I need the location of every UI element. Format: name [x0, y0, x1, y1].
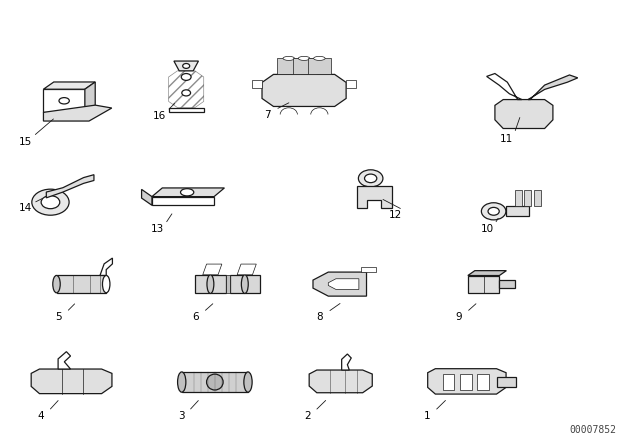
Polygon shape	[328, 279, 359, 289]
Text: 5: 5	[56, 313, 62, 323]
Polygon shape	[356, 186, 392, 208]
Polygon shape	[195, 275, 226, 293]
Polygon shape	[486, 73, 522, 99]
Polygon shape	[477, 374, 489, 390]
Polygon shape	[203, 264, 222, 275]
Polygon shape	[252, 80, 262, 88]
Polygon shape	[230, 275, 260, 293]
Polygon shape	[468, 276, 499, 293]
Polygon shape	[31, 369, 112, 394]
Polygon shape	[262, 74, 346, 107]
Ellipse shape	[207, 275, 214, 293]
Polygon shape	[499, 280, 515, 288]
Polygon shape	[468, 271, 506, 276]
Polygon shape	[361, 267, 376, 272]
Ellipse shape	[488, 207, 499, 215]
Text: 3: 3	[178, 411, 184, 421]
Polygon shape	[313, 272, 367, 296]
Ellipse shape	[283, 56, 294, 60]
Polygon shape	[506, 207, 529, 216]
Polygon shape	[174, 61, 198, 71]
Polygon shape	[44, 82, 95, 89]
Polygon shape	[44, 89, 85, 112]
Ellipse shape	[298, 56, 310, 60]
Ellipse shape	[59, 98, 69, 104]
Ellipse shape	[358, 170, 383, 187]
Polygon shape	[58, 352, 70, 369]
Polygon shape	[534, 190, 541, 207]
Polygon shape	[237, 264, 256, 275]
Ellipse shape	[32, 189, 69, 215]
Text: 00007852: 00007852	[570, 426, 616, 435]
Ellipse shape	[102, 276, 110, 293]
Polygon shape	[182, 372, 248, 392]
Text: 7: 7	[264, 110, 271, 120]
Polygon shape	[46, 175, 94, 198]
Polygon shape	[44, 105, 112, 121]
Text: 10: 10	[481, 224, 493, 234]
Ellipse shape	[244, 372, 252, 392]
Polygon shape	[342, 354, 351, 370]
Polygon shape	[443, 374, 454, 390]
Polygon shape	[100, 258, 113, 276]
Polygon shape	[525, 190, 531, 207]
Ellipse shape	[241, 275, 248, 293]
Text: 4: 4	[38, 411, 44, 421]
Ellipse shape	[41, 196, 60, 209]
Polygon shape	[528, 75, 578, 99]
Text: 2: 2	[304, 411, 310, 421]
Polygon shape	[460, 374, 472, 390]
Ellipse shape	[314, 56, 325, 60]
Polygon shape	[428, 369, 506, 394]
Ellipse shape	[481, 203, 506, 220]
Polygon shape	[308, 58, 331, 74]
Polygon shape	[515, 190, 522, 207]
Text: 14: 14	[19, 203, 32, 213]
Ellipse shape	[365, 174, 377, 183]
Text: 13: 13	[151, 224, 164, 234]
Polygon shape	[169, 108, 204, 112]
Polygon shape	[56, 276, 106, 293]
Text: 9: 9	[456, 313, 462, 323]
Polygon shape	[85, 82, 95, 112]
Polygon shape	[497, 377, 516, 388]
Text: 1: 1	[424, 411, 430, 421]
Ellipse shape	[182, 90, 191, 96]
Polygon shape	[141, 190, 152, 205]
Polygon shape	[226, 275, 230, 293]
Ellipse shape	[182, 64, 189, 69]
Text: 8: 8	[317, 313, 323, 323]
Ellipse shape	[177, 372, 186, 392]
Ellipse shape	[52, 276, 60, 293]
Polygon shape	[152, 188, 225, 197]
Text: 16: 16	[153, 111, 166, 121]
Polygon shape	[495, 99, 553, 129]
Text: 6: 6	[193, 313, 199, 323]
Text: 11: 11	[500, 134, 513, 143]
Polygon shape	[292, 58, 316, 74]
Ellipse shape	[180, 189, 194, 196]
Text: 15: 15	[19, 137, 32, 146]
Polygon shape	[346, 80, 356, 88]
Polygon shape	[169, 71, 204, 108]
Ellipse shape	[181, 73, 191, 80]
Text: 12: 12	[388, 210, 402, 220]
Polygon shape	[152, 197, 214, 205]
Polygon shape	[309, 370, 372, 393]
Polygon shape	[277, 58, 300, 74]
Ellipse shape	[207, 374, 223, 390]
